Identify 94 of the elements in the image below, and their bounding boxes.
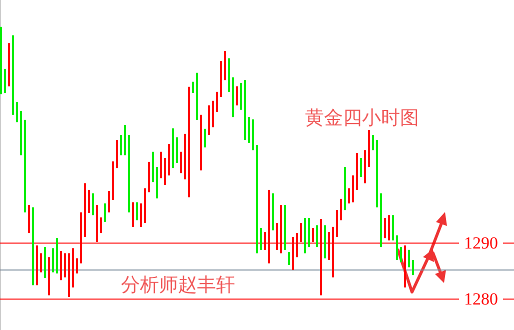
candlestick (200, 114, 202, 170)
candlestick (124, 124, 126, 156)
candlestick (24, 120, 26, 212)
candlestick (344, 166, 346, 210)
candlestick (324, 225, 326, 258)
candlestick (160, 152, 162, 178)
candlestick (16, 102, 18, 122)
candlestick (140, 203, 142, 227)
candlestick (172, 128, 174, 168)
candlestick (352, 175, 354, 202)
candlestick (400, 247, 402, 262)
candlestick (84, 183, 86, 237)
candlestick (4, 68, 6, 94)
candlestick (284, 205, 286, 250)
candlestick (168, 144, 170, 176)
candlestick (44, 247, 46, 278)
candlestick (144, 188, 146, 223)
candlestick (240, 82, 242, 110)
candlestick (348, 188, 350, 204)
candlestick (204, 128, 206, 148)
candlestick (104, 203, 106, 222)
candlestick (404, 245, 406, 288)
candlestick (148, 162, 150, 192)
candlestick (228, 58, 230, 92)
candlestick (48, 257, 50, 296)
candlestick (316, 225, 318, 248)
candlestick (116, 140, 118, 168)
y-tick-label: 1280 (464, 290, 498, 309)
candlestick (184, 134, 186, 180)
candlestick (212, 100, 214, 128)
candlestick (340, 198, 342, 220)
candlestick (40, 253, 42, 272)
candlestick (392, 215, 394, 240)
candlestick (368, 130, 370, 167)
candlestick (372, 135, 374, 150)
candlestick (288, 252, 290, 266)
candlestick (224, 50, 226, 80)
candlestick (408, 250, 410, 268)
candlestick (136, 202, 138, 220)
candlestick (220, 61, 222, 97)
candlestick (100, 217, 102, 234)
candlestick (156, 166, 158, 198)
candlestick (128, 135, 130, 212)
candlestick (76, 258, 78, 274)
candlestick (64, 253, 66, 278)
candlestick (388, 215, 390, 240)
candlestick (192, 82, 194, 94)
candlestick (92, 193, 94, 216)
candlestick (108, 191, 110, 212)
candlestick (412, 260, 414, 276)
candlestick (60, 251, 62, 280)
candlestick (208, 105, 210, 136)
candlestick (376, 140, 378, 208)
candlestick (396, 235, 398, 260)
y-tick-label: 1290 (464, 234, 498, 253)
candlestick (28, 205, 30, 234)
candlestick (112, 161, 114, 200)
candlestick (132, 202, 134, 227)
candlestick (356, 152, 358, 190)
candlestick (12, 35, 14, 115)
candlestick (164, 158, 166, 185)
candlestick (304, 218, 306, 254)
candlestick (272, 193, 274, 230)
candlestick (364, 150, 366, 184)
annotation: 分析师赵丰轩 (121, 275, 235, 296)
candlestick (188, 86, 190, 198)
candlestick (120, 135, 122, 156)
candlestick (196, 72, 198, 120)
candlestick (244, 80, 246, 140)
candlestick (52, 248, 54, 272)
text: 黄金四小时图 (305, 108, 419, 129)
candlestick (380, 193, 382, 248)
candlestick (336, 210, 338, 237)
candlestick (232, 77, 234, 118)
candlestick (32, 207, 34, 286)
candlestick (20, 110, 22, 156)
candlestick (152, 152, 154, 182)
candlestick (256, 145, 258, 254)
candlestick (236, 86, 238, 106)
candlestick (88, 190, 90, 213)
candlestick (0, 26, 2, 94)
candlestick (36, 245, 38, 286)
candlestick (360, 158, 362, 178)
candlestick (8, 43, 10, 86)
candlestick (56, 238, 58, 274)
candlestick (260, 228, 262, 250)
candlestick (252, 119, 254, 150)
candlestick (308, 218, 310, 248)
candlestick (384, 218, 386, 238)
candlestick (72, 248, 74, 288)
candlestick (180, 152, 182, 174)
candlestick (248, 117, 250, 143)
candlestick (176, 137, 178, 164)
candlestick (216, 92, 218, 112)
